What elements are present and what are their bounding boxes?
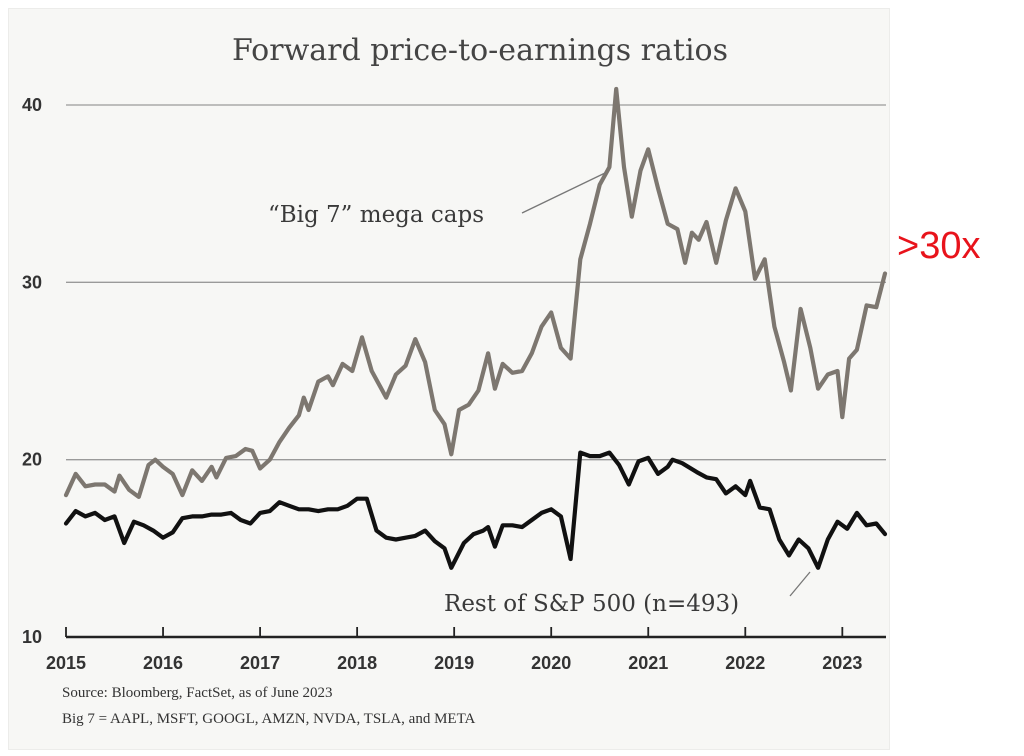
x-tick-label-2018: 2018 <box>337 653 377 673</box>
x-tick-label-2019: 2019 <box>434 653 474 673</box>
x-tick-label-2022: 2022 <box>725 653 765 673</box>
series-layer <box>63 86 888 570</box>
chart-panel <box>8 8 890 750</box>
y-tick-label-40: 40 <box>22 95 42 115</box>
x-tick-label-2020: 2020 <box>531 653 571 673</box>
y-tick-label-30: 30 <box>22 272 42 292</box>
x-tick-label-2017: 2017 <box>240 653 280 673</box>
gridlines <box>66 104 886 461</box>
big7-annotation: “Big 7” mega caps <box>268 202 484 228</box>
tickers-note: Big 7 = AAPL, MSFT, GOOGL, AMZN, NVDA, T… <box>62 711 476 727</box>
source-note: Source: Bloomberg, FactSet, as of June 2… <box>62 685 333 701</box>
x-tick-label-2016: 2016 <box>143 653 183 673</box>
series-line-rest-of-sp500 <box>63 450 888 570</box>
over-30x-callout: >30x <box>897 225 980 267</box>
chart-title: Forward price-to-earnings ratios <box>232 33 728 68</box>
big7-leader-line <box>521 172 606 214</box>
axes: 10 20 30 40 2015 2016 2017 2018 2019 2020 2021 2022… <box>22 95 886 673</box>
rest-leader-line <box>789 571 811 597</box>
y-tick-label-10: 10 <box>22 627 42 647</box>
x-tick-label-2021: 2021 <box>628 653 668 673</box>
y-tick-label-20: 20 <box>22 450 42 470</box>
rest-annotation: Rest of S&P 500 (n=493) <box>444 591 739 617</box>
x-tick-label-2015: 2015 <box>46 653 86 673</box>
x-tick-label-2023: 2023 <box>822 653 862 673</box>
series-line-big7 <box>63 86 888 499</box>
